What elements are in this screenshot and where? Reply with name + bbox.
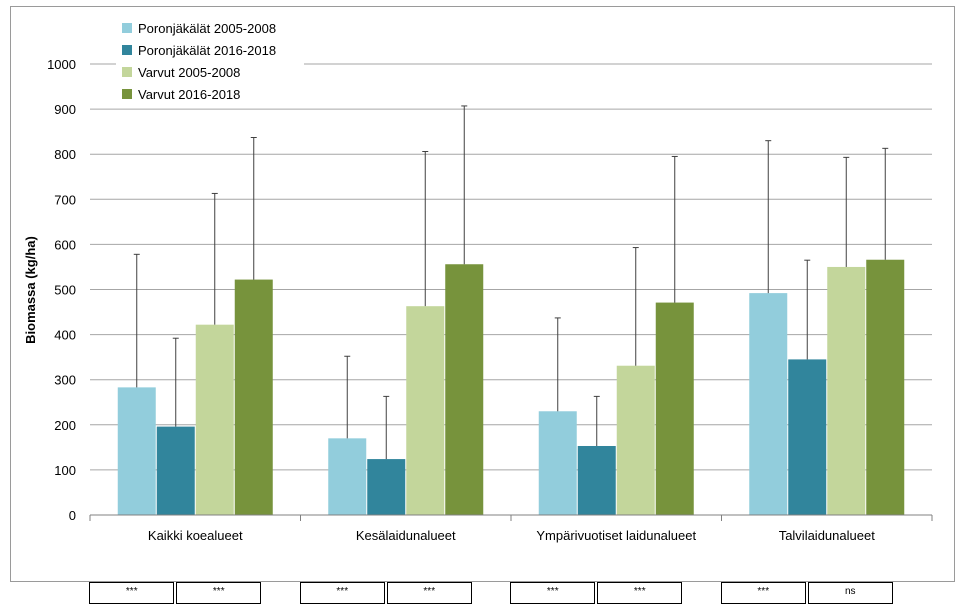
- y-tick-label: 300: [54, 373, 76, 388]
- significance-cell: ***: [89, 582, 175, 604]
- x-category-label: Talvilaidunalueet: [779, 528, 876, 543]
- legend-swatch: [122, 89, 132, 99]
- x-category-label: Kesälaidunalueet: [356, 528, 456, 543]
- legend-entry: Poronjäkälät 2016-2018: [138, 43, 276, 58]
- legend-entry: Varvut 2016-2018: [138, 87, 240, 102]
- legend-entry: Poronjäkälät 2005-2008: [138, 21, 276, 36]
- bar: [406, 306, 445, 515]
- bar: [117, 387, 156, 515]
- y-tick-label: 400: [54, 328, 76, 343]
- bar: [367, 459, 406, 515]
- bar: [156, 426, 195, 515]
- y-tick-label: 800: [54, 147, 76, 162]
- legend-swatch: [122, 23, 132, 33]
- y-axis-label: Biomassa (kg/ha): [23, 236, 38, 344]
- significance-cell: ***: [597, 582, 683, 604]
- y-tick-label: 700: [54, 192, 76, 207]
- significance-cell: ***: [299, 582, 385, 604]
- legend: Poronjäkälät 2005-2008 Poronjäkälät 2016-…: [116, 16, 304, 106]
- significance-cell: ***: [510, 582, 596, 604]
- bar: [788, 359, 827, 515]
- bar: [538, 411, 577, 515]
- bar: [577, 445, 616, 515]
- significance-cell: ***: [386, 582, 472, 604]
- y-tick-label: 0: [69, 508, 76, 523]
- y-tick-label: 500: [54, 283, 76, 298]
- y-tick-label: 200: [54, 418, 76, 433]
- bar: [445, 264, 484, 515]
- significance-cell: ***: [720, 582, 806, 604]
- legend-entry: Varvut 2005-2008: [138, 65, 240, 80]
- bar: [655, 302, 694, 515]
- axes: 0 100 200 300 400 500 600 700 800 900 1000 Kaikki k…: [47, 57, 933, 543]
- legend-swatch: [122, 45, 132, 55]
- bar: [827, 266, 866, 515]
- y-tick-label: 900: [54, 102, 76, 117]
- x-category-label: Kaikki koealueet: [148, 528, 243, 543]
- chart-canvas: 0 100 200 300 400 500 600 700 800 900 1000 Kaikki k…: [23, 16, 933, 543]
- y-tick-label: 600: [54, 237, 76, 252]
- y-tick-label: 1000: [47, 57, 76, 72]
- legend-background: [116, 16, 304, 106]
- legend-swatch: [122, 67, 132, 77]
- significance-row: *** *** *** *** *** *** *** ns: [0, 582, 957, 604]
- bar: [866, 259, 905, 515]
- x-category-label: Ympärivuotiset laidunalueet: [536, 528, 696, 543]
- bar: [234, 279, 273, 515]
- error-bars: [133, 105, 889, 460]
- significance-cell: ns: [807, 582, 893, 604]
- bar: [616, 365, 655, 515]
- bar: [749, 293, 788, 515]
- significance-cell: ***: [176, 582, 262, 604]
- bars: [117, 259, 905, 515]
- y-tick-label: 100: [54, 463, 76, 478]
- bar: [195, 324, 234, 515]
- bar: [328, 438, 367, 515]
